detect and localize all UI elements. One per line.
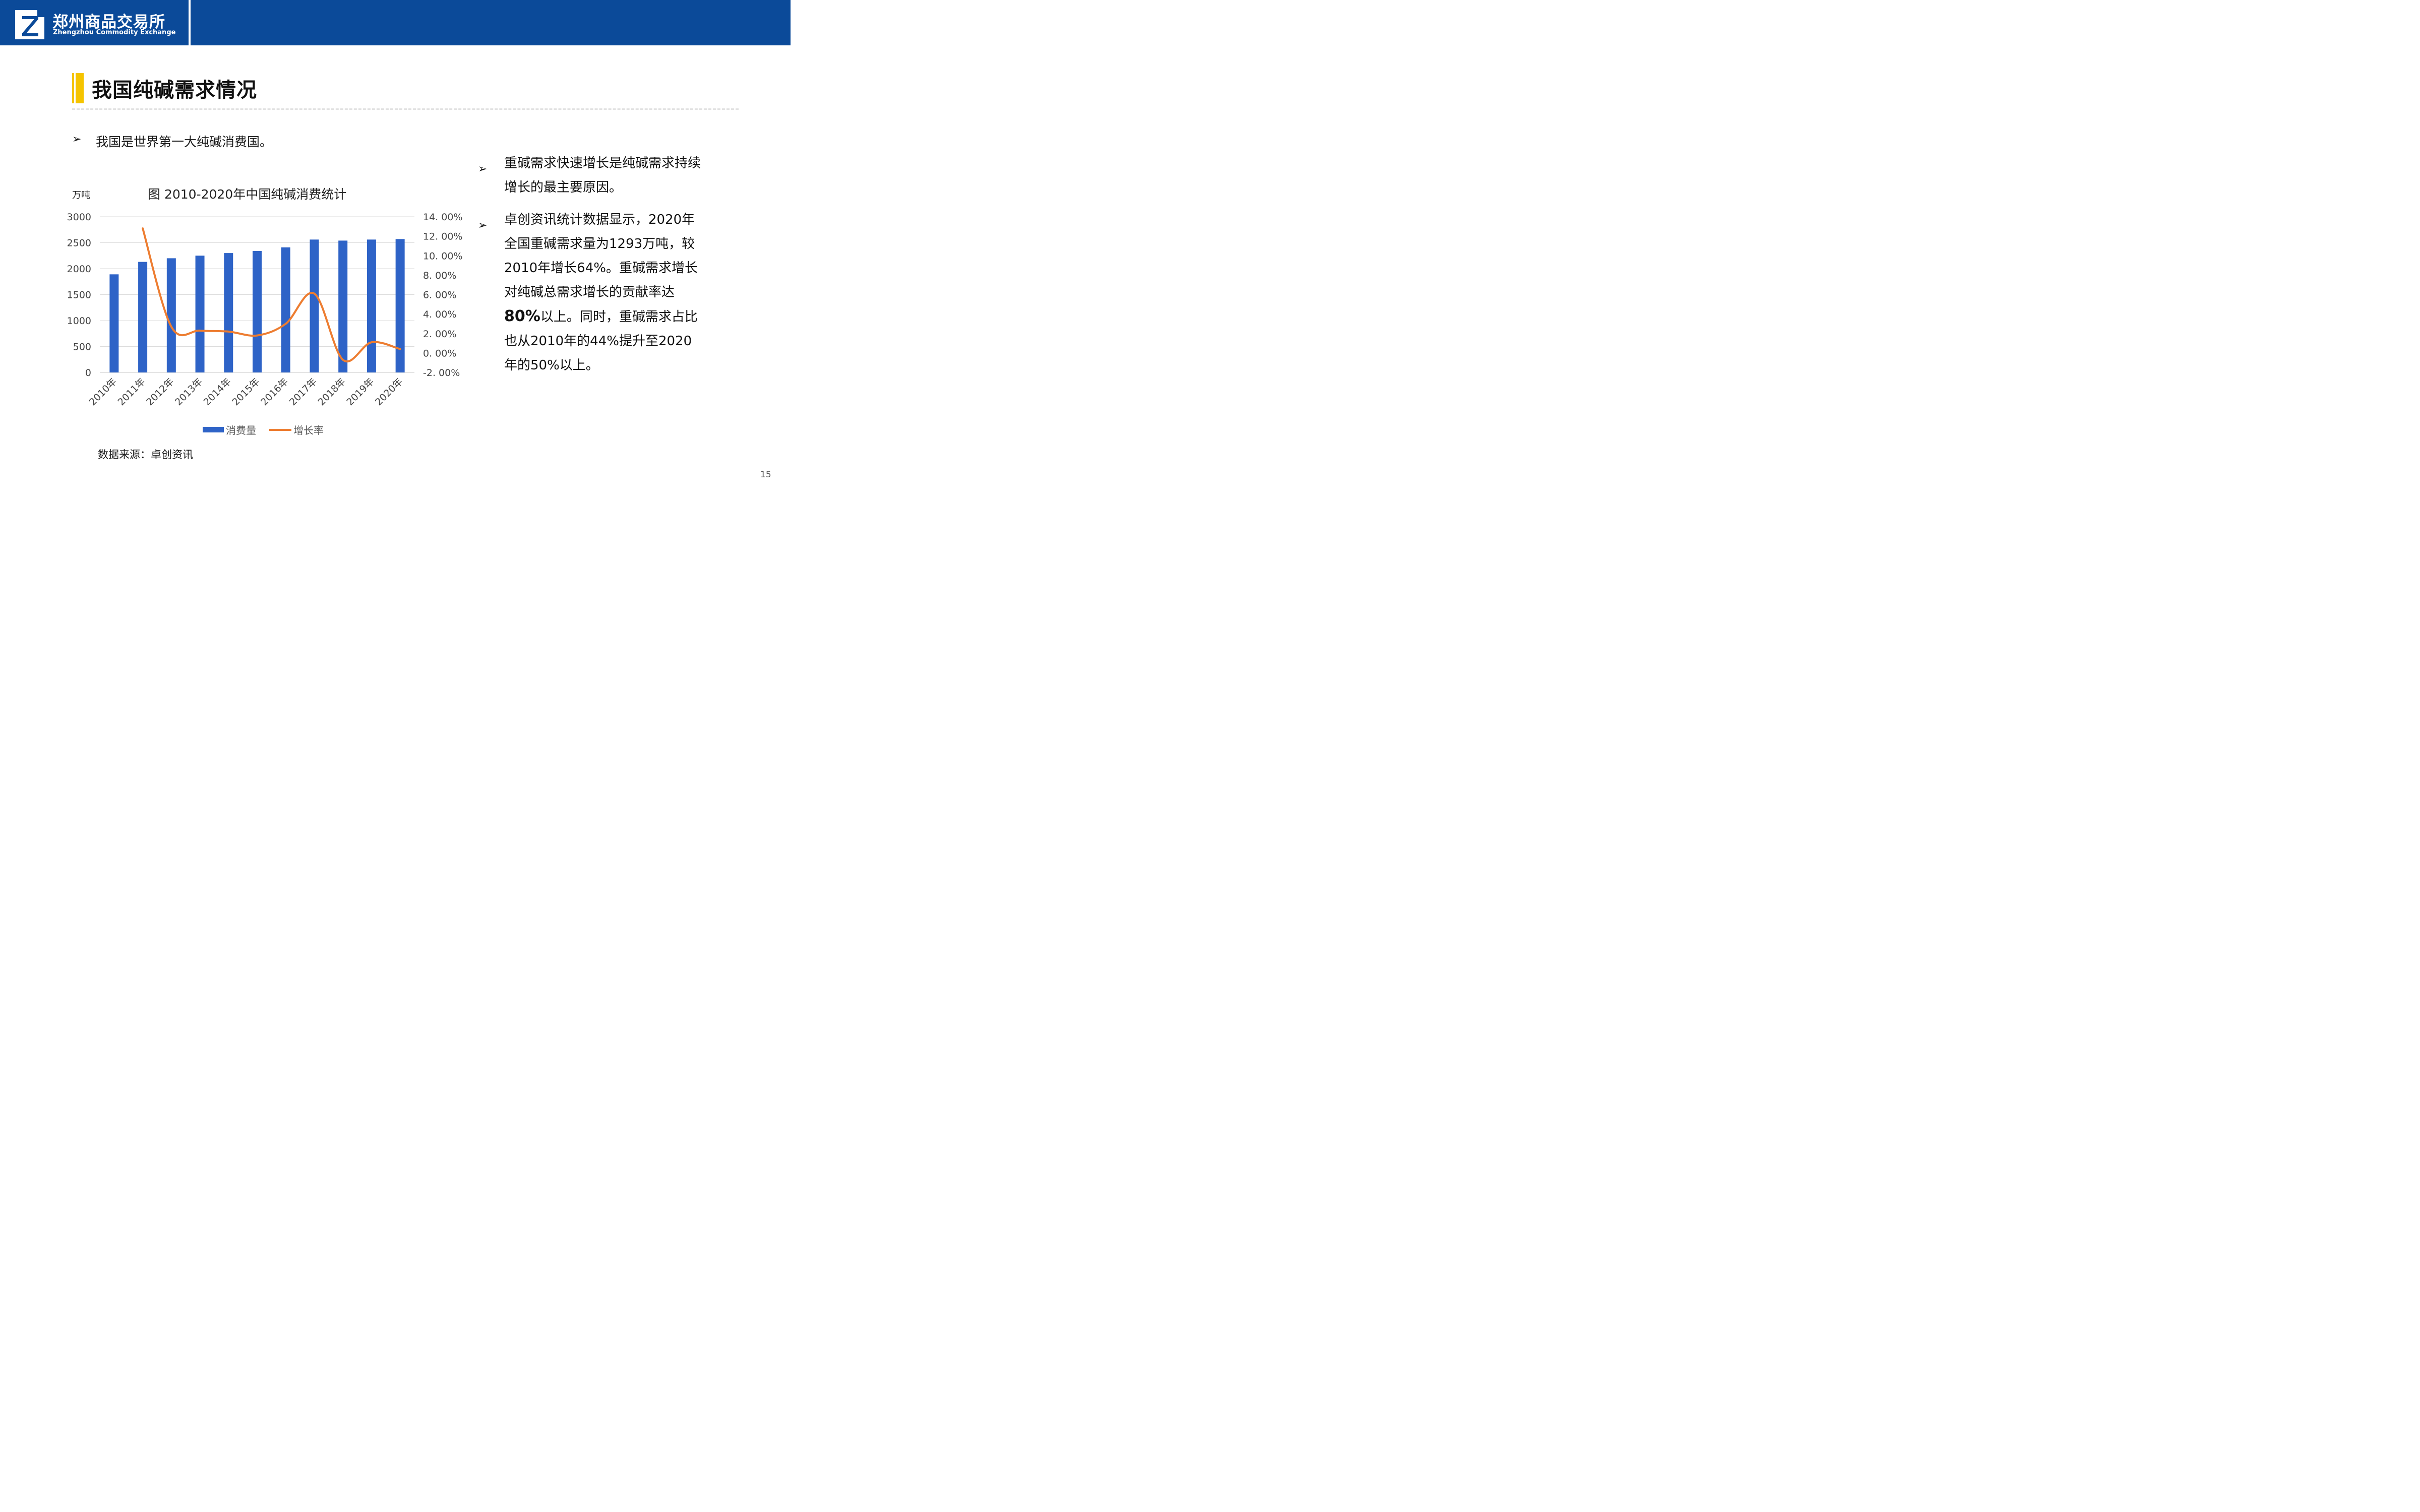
- x-tick-label: 2010年: [87, 376, 119, 408]
- header-divider: [189, 0, 191, 45]
- right-tick-label: 0. 00%: [423, 348, 456, 359]
- legend-bar-swatch: [203, 427, 224, 432]
- consumption-bar: [109, 274, 119, 372]
- header-bar: 郑州商品交易所 Zhengzhou Commodity Exchange: [0, 0, 791, 45]
- growth-rate-line: [142, 227, 401, 362]
- page-number: 15: [760, 470, 771, 480]
- right-text-block: ➢ 重碱需求快速增长是纯碱需求持续增长的最主要原因。 ➢ 卓创资讯统计数据显示，…: [478, 151, 705, 377]
- x-tick-label: 2017年: [287, 376, 319, 408]
- chart-title: 图 2010-2020年中国纯碱消费统计: [148, 187, 346, 202]
- x-tick-label: 2018年: [316, 376, 348, 408]
- arrow-bullet-icon: ➢: [478, 163, 488, 175]
- data-source: 数据来源：卓创资讯: [98, 449, 193, 461]
- line-series: [142, 227, 401, 362]
- consumption-bar: [338, 240, 348, 372]
- right-tick-label: 2. 00%: [423, 329, 456, 340]
- consumption-bar: [224, 253, 233, 372]
- consumption-bar: [195, 256, 205, 372]
- title-divider: [72, 108, 739, 110]
- left-tick-label: 500: [73, 342, 91, 353]
- x-tick-label: 2015年: [230, 376, 262, 408]
- right-tick-label: 14. 00%: [423, 212, 463, 223]
- right-bullet-1: ➢ 重碱需求快速增长是纯碱需求持续增长的最主要原因。: [478, 151, 705, 200]
- right-bullet-2: ➢ 卓创资讯统计数据显示，2020年全国重碱需求量为1293万吨，较2010年增…: [478, 208, 705, 377]
- left-tick-label: 1000: [67, 316, 91, 327]
- left-tick-label: 2500: [67, 238, 91, 249]
- left-tick-label: 2000: [67, 264, 91, 275]
- exchange-name-en: Zhengzhou Commodity Exchange: [53, 29, 176, 36]
- x-tick-label: 2013年: [173, 376, 205, 408]
- x-tick-label: 2011年: [115, 376, 147, 408]
- right-bullet-1-text: 重碱需求快速增长是纯碱需求持续增长的最主要原因。: [504, 156, 701, 195]
- arrow-bullet-icon: ➢: [72, 133, 82, 146]
- chart-legend: 消费量 增长率: [203, 424, 324, 436]
- x-tick-label: 2014年: [202, 376, 233, 408]
- x-tick-label: 2019年: [344, 376, 376, 408]
- arrow-bullet-icon: ➢: [478, 219, 488, 232]
- page-title: 我国纯碱需求情况: [92, 79, 257, 102]
- consumption-bar: [310, 239, 319, 372]
- right-tick-label: 4. 00%: [423, 309, 456, 320]
- x-axis-ticks: 2010年2011年2012年2013年2014年2015年2016年2017年…: [87, 376, 405, 408]
- consumption-bar: [395, 239, 405, 372]
- title-accent-bar-wide: [76, 73, 84, 103]
- left-axis-ticks: 3000 2500 2000 1500 1000 500 0: [67, 212, 91, 379]
- bar-series: [109, 239, 405, 372]
- consumption-bar: [166, 258, 176, 372]
- right-bullet-2-text-a: 卓创资讯统计数据显示，2020年全国重碱需求量为1293万吨，较2010年增长6…: [504, 212, 698, 300]
- left-tick-label: 0: [85, 367, 91, 379]
- right-tick-label: 8. 00%: [423, 270, 456, 281]
- contribution-rate: 80%: [504, 307, 540, 325]
- right-tick-label: 6. 00%: [423, 290, 456, 301]
- right-tick-label: -2. 00%: [423, 367, 460, 379]
- bullet-text-left: 我国是世界第一大纯碱消费国。: [96, 135, 273, 149]
- right-tick-label: 10. 00%: [423, 250, 463, 262]
- left-tick-label: 1500: [67, 290, 91, 301]
- consumption-bar: [281, 247, 290, 372]
- legend-bar-label: 消费量: [226, 424, 256, 436]
- legend-line-label: 增长率: [293, 424, 324, 436]
- consumption-chart: 万吨 图 2010-2020年中国纯碱消费统计 3000 2500 2000 1500…: [67, 187, 463, 436]
- exchange-name-cn: 郑州商品交易所: [52, 13, 165, 31]
- right-axis-ticks: 14. 00% 12. 00% 10. 00% 8. 00% 6. 00% 4. 00% 2…: [423, 212, 463, 379]
- right-bullet-2-text-b: 以上。同时，重碱需求占比也从2010年的44%提升至2020年的50%以上。: [504, 309, 698, 373]
- right-tick-label: 12. 00%: [423, 231, 463, 242]
- consumption-bar: [138, 262, 148, 372]
- x-tick-label: 2016年: [259, 376, 290, 408]
- x-tick-label: 2012年: [144, 376, 176, 408]
- consumption-bar: [253, 250, 262, 372]
- consumption-bar: [367, 239, 376, 372]
- left-tick-label: 3000: [67, 212, 91, 223]
- title-accent-bar: [72, 73, 74, 103]
- y-unit-label: 万吨: [72, 190, 90, 201]
- x-tick-label: 2020年: [373, 376, 405, 408]
- zce-logo-icon: [15, 10, 44, 39]
